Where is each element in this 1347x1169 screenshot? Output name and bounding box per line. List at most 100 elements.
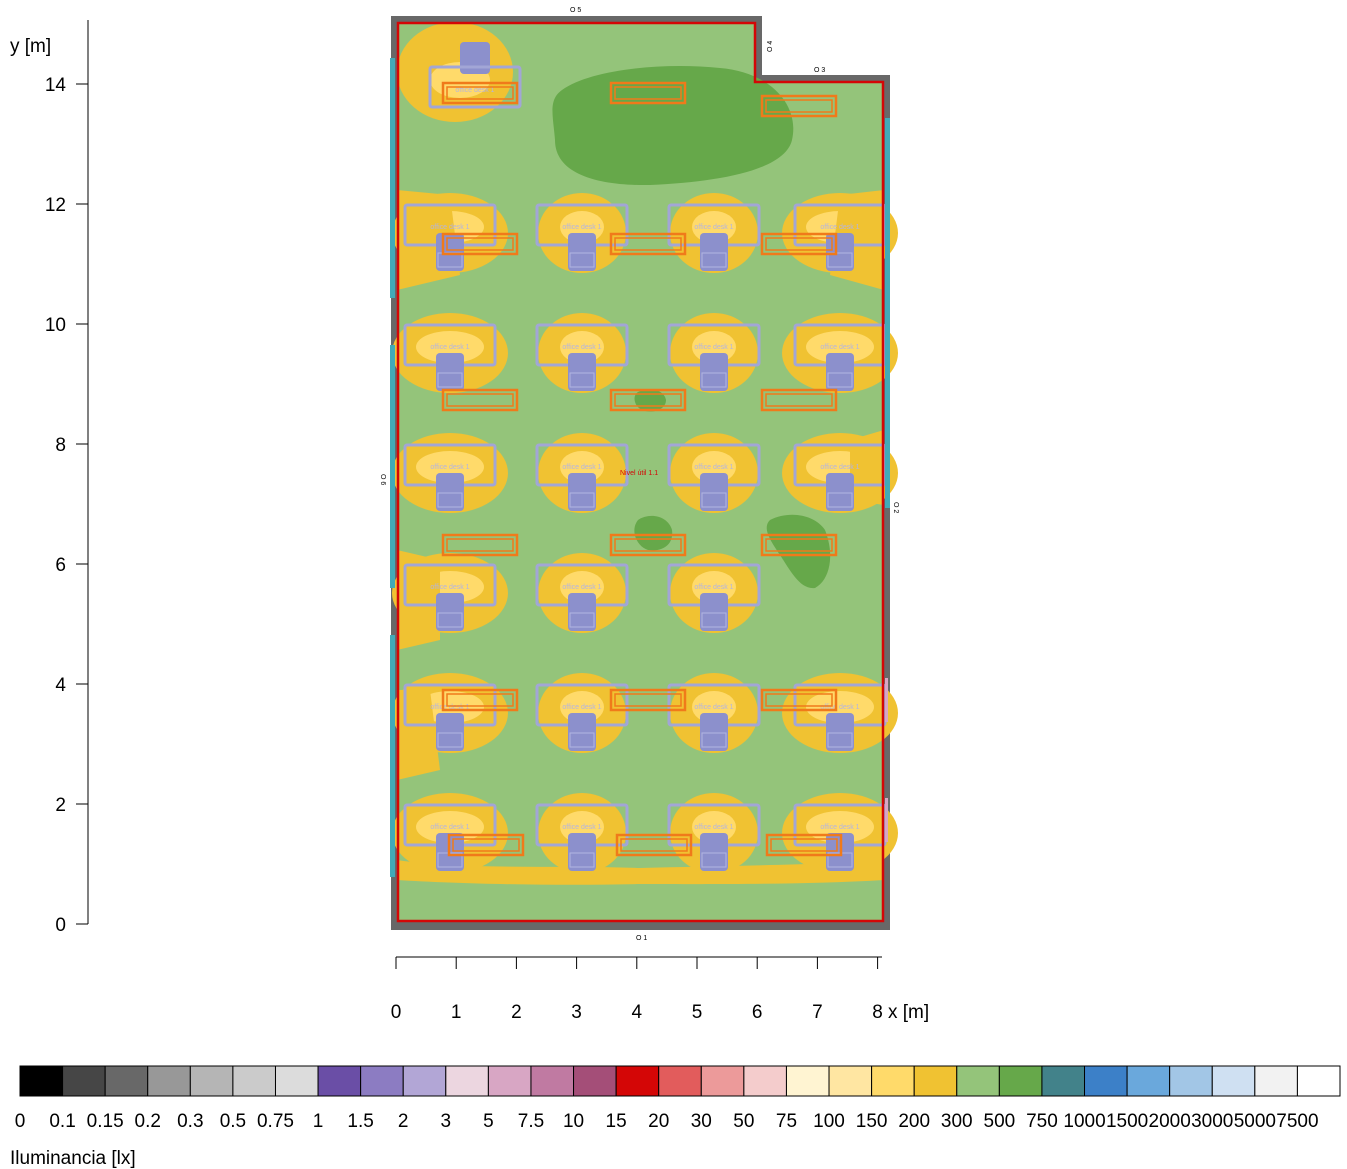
x-tick-label: 6 <box>752 1002 763 1023</box>
y-axis-label: y [m] <box>10 36 51 57</box>
chair-seat <box>701 492 727 508</box>
luminaire-outer <box>441 81 519 105</box>
calc-surface-boundary <box>396 21 885 923</box>
luminaire-outer <box>447 833 525 857</box>
wall-label-o2: O 2 <box>892 502 899 513</box>
office-desk: office desk 1 <box>667 323 761 391</box>
luminaire-inner <box>765 693 833 707</box>
luminaire-outer <box>609 688 687 712</box>
y-tick-label: 6 <box>55 555 66 576</box>
legend-tick-label: 20 <box>648 1111 669 1132</box>
luminaire-inner <box>770 838 838 852</box>
legend-swatch <box>700 1065 745 1097</box>
office-desk: office desk 1 <box>535 443 629 511</box>
x-tick-label: 1 <box>451 1002 462 1023</box>
legend-tick-label: 15 <box>606 1111 627 1132</box>
y-tick-label: 8 <box>55 435 66 456</box>
luminaire <box>609 232 687 256</box>
chair <box>568 593 596 631</box>
luminaire-outer <box>760 232 838 256</box>
legend-swatch <box>1211 1065 1256 1097</box>
warm-zone <box>397 550 440 650</box>
legend-tick-label: 1500 <box>1106 1111 1148 1132</box>
chair-seat <box>827 372 853 388</box>
luminaire-inner <box>620 838 688 852</box>
chair <box>826 353 854 391</box>
chair <box>700 713 728 751</box>
luminaire-outer <box>609 81 687 105</box>
office-desk: office desk 1 <box>667 203 761 271</box>
chair-seat <box>701 612 727 628</box>
chair <box>568 713 596 751</box>
legend-tick-label: 3 <box>441 1111 452 1132</box>
wall-marker <box>885 678 888 722</box>
wall-label-o5: O 5 <box>570 7 581 14</box>
luminaire <box>609 81 687 105</box>
chair-seat <box>569 372 595 388</box>
legend-tick-label: 7500 <box>1276 1111 1318 1132</box>
chair <box>826 713 854 751</box>
legend-swatch <box>828 1065 873 1097</box>
luminaire <box>760 688 838 712</box>
luminaire-outer <box>615 833 693 857</box>
luminaire-outer <box>760 533 838 557</box>
desk-label: office desk 1 <box>820 224 859 231</box>
desk-label: office desk 1 <box>430 824 469 831</box>
desk-label: office desk 1 <box>820 344 859 351</box>
legend-swatch <box>1126 1065 1171 1097</box>
luminaire-inner <box>765 237 833 251</box>
chair <box>436 353 464 391</box>
chair-seat <box>437 372 463 388</box>
office-desk: office desk 1 <box>403 323 497 391</box>
y-tick-label: 14 <box>45 75 67 96</box>
high-zone <box>634 515 673 551</box>
luminaire-inner <box>452 838 520 852</box>
windows <box>390 58 890 877</box>
x-tick-label: 8 <box>872 1002 883 1023</box>
luminaire-outer <box>609 388 687 412</box>
luminaire <box>609 533 687 557</box>
x-tick-label: 2 <box>511 1002 522 1023</box>
luminaire-inner <box>446 237 514 251</box>
desk-label: office desk 1 <box>430 704 469 711</box>
desk-label: office desk 1 <box>562 344 601 351</box>
y-tick-label: 0 <box>55 915 66 936</box>
desk-label: office desk 1 <box>562 584 601 591</box>
desk-label: office desk 1 <box>820 824 859 831</box>
x-tick-label: 4 <box>632 1002 643 1023</box>
warm-zone <box>397 690 440 780</box>
wall-labels: O 5 O 3 O 1 O 4 O 2 O 6 <box>379 7 899 942</box>
legend-tick-label: 150 <box>856 1111 888 1132</box>
luminaire-inner <box>614 86 682 100</box>
legend-tick-label: 0.75 <box>257 1111 294 1132</box>
legend-tick-label: 750 <box>1026 1111 1058 1132</box>
luminaire-outer <box>441 533 519 557</box>
y-tick-label: 12 <box>45 195 66 216</box>
legend-swatch <box>573 1065 617 1097</box>
legend-swatch <box>785 1065 830 1097</box>
legend-swatch <box>274 1065 319 1097</box>
legend-title: Iluminancia [lx] <box>10 1148 136 1169</box>
desk-label: office desk 1 <box>430 344 469 351</box>
luminaire-inner <box>765 99 833 113</box>
chair-seat <box>569 732 595 748</box>
legend-tick-label: 1000 <box>1063 1111 1105 1132</box>
luminaire <box>760 533 838 557</box>
chair-seat <box>437 492 463 508</box>
desk-label: office desk 1 <box>694 464 733 471</box>
desk-label: office desk 1 <box>694 224 733 231</box>
legend-swatch <box>402 1065 447 1097</box>
luminaire-inner <box>614 538 682 552</box>
chair <box>700 473 728 511</box>
chair-seat <box>569 612 595 628</box>
legend-tick-label: 10 <box>563 1111 584 1132</box>
legend-swatch <box>189 1065 234 1097</box>
luminaire-outer <box>765 833 843 857</box>
wall-label-o3: O 3 <box>814 67 825 74</box>
luminaire-outer <box>760 688 838 712</box>
legend-swatch <box>104 1065 149 1097</box>
chair <box>826 473 854 511</box>
luminaire-inner <box>765 393 833 407</box>
legend-swatch <box>913 1065 958 1097</box>
